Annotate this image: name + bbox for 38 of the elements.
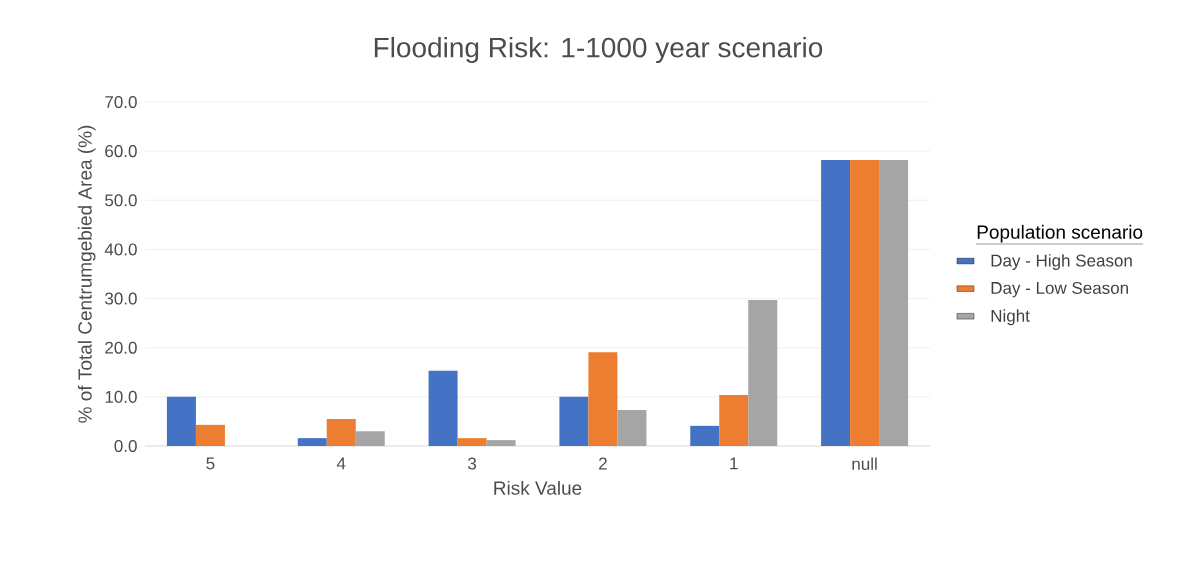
bar [166,396,196,446]
y-tick-label: 20.0 [105,341,137,354]
bar [355,431,385,446]
x-tick-label: 4 [336,457,346,470]
bar [617,410,647,446]
bar [457,438,487,446]
bar [486,440,516,446]
bar [850,159,880,446]
y-tick-label: 30.0 [105,292,137,305]
bar [748,300,778,446]
y-tick-label: 50.0 [105,194,137,207]
legend-label: Night [991,309,1030,326]
x-tick-label: 2 [599,457,607,470]
bar [690,425,720,446]
legend-label: Day - High Season [991,254,1132,270]
x-tick-label: null [852,457,877,471]
bar [326,418,356,446]
x-axis-title: Risk Value [494,480,582,495]
legend-title: Population scenario [977,224,1143,243]
bar [559,396,589,446]
y-tick-label: 0.0 [114,439,137,453]
y-tick-label: 10.0 [105,390,137,403]
y-axis-title: % of Total Centrumgebied Area (%) [77,125,96,423]
y-tick-label: 40.0 [104,243,137,256]
bar [879,159,909,446]
bar [297,438,327,446]
bar [195,424,225,446]
bar [821,159,851,446]
bar [719,394,749,446]
y-tick-label: 60.0 [105,145,137,158]
x-tick-label: 1 [730,457,738,470]
y-tick-label: 70.0 [105,95,137,109]
chart-title: Flooding Risk: 1-1000 year scenario [374,36,823,64]
x-tick-label: 3 [468,457,477,470]
legend-label: Day - Low Season [991,281,1128,298]
x-tick-label: 5 [206,457,215,470]
bar [428,370,458,446]
bar [588,352,618,446]
